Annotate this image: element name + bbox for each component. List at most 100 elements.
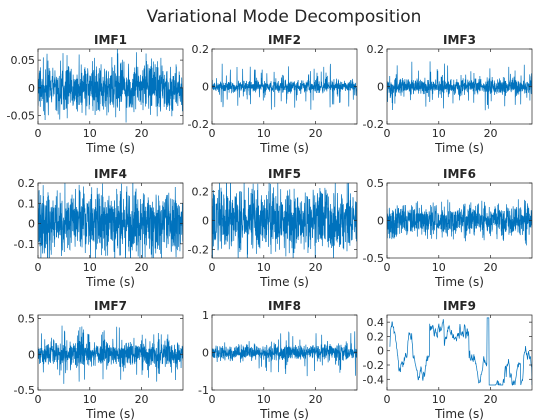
x-tick-label: 20 <box>135 261 149 274</box>
x-tick-label: 0 <box>35 261 42 274</box>
x-tick-label: 10 <box>257 127 271 140</box>
y-tick-label: 0.2 <box>192 43 210 56</box>
x-tick-label: 20 <box>309 127 323 140</box>
subplot-title: IMF7 <box>94 299 127 313</box>
series-line <box>38 325 183 384</box>
y-tick-label: 0.2 <box>192 186 210 199</box>
subplot-title: IMF3 <box>443 33 476 47</box>
x-axis-label: Time (s) <box>434 275 484 289</box>
x-tick-label: 20 <box>484 127 498 140</box>
x-tick-label: 10 <box>432 393 446 406</box>
x-axis-label: Time (s) <box>434 141 484 155</box>
x-axis-label: Time (s) <box>259 141 309 155</box>
subplot-title: IMF1 <box>94 33 127 47</box>
x-tick-label: 20 <box>309 393 323 406</box>
x-tick-label: 0 <box>384 127 391 140</box>
y-tick-label: 0.2 <box>367 43 385 56</box>
y-tick-label: -0.05 <box>7 110 35 123</box>
x-axis-label: Time (s) <box>434 407 484 420</box>
y-tick-label: 0 <box>28 82 35 95</box>
y-tick-label: -0.2 <box>363 118 384 131</box>
x-tick-label: 0 <box>209 393 216 406</box>
x-tick-label: 20 <box>309 261 323 274</box>
x-tick-label: 20 <box>484 261 498 274</box>
x-tick-label: 0 <box>384 393 391 406</box>
x-axis-label: Time (s) <box>85 141 135 155</box>
series-line <box>38 183 183 258</box>
x-tick-label: 10 <box>432 261 446 274</box>
y-tick-label: -0.4 <box>363 373 384 386</box>
x-tick-label: 10 <box>83 127 97 140</box>
y-tick-label: 0 <box>377 345 384 358</box>
x-axis-label: Time (s) <box>85 275 135 289</box>
x-tick-label: 20 <box>484 393 498 406</box>
y-tick-label: 0 <box>377 215 384 228</box>
x-tick-label: 10 <box>257 261 271 274</box>
x-axis-label: Time (s) <box>259 407 309 420</box>
y-tick-label: 0 <box>202 81 209 94</box>
x-tick-label: 0 <box>35 393 42 406</box>
y-tick-label: -0.1 <box>14 238 35 251</box>
series-line <box>212 63 357 110</box>
x-tick-label: 0 <box>384 261 391 274</box>
axes-box <box>37 314 184 391</box>
x-tick-label: 10 <box>257 393 271 406</box>
y-tick-label: 0 <box>202 215 209 228</box>
subplot-title: IMF5 <box>268 167 301 181</box>
y-tick-label: 0.5 <box>18 313 36 326</box>
x-tick-label: 20 <box>135 127 149 140</box>
axes-box <box>386 314 533 391</box>
x-tick-label: 0 <box>209 261 216 274</box>
series-line <box>387 61 532 111</box>
subplot-title: IMF6 <box>443 167 476 181</box>
y-tick-label: 0 <box>28 218 35 231</box>
figure-suptitle: Variational Mode Decomposition <box>147 7 422 27</box>
x-tick-label: 10 <box>83 261 97 274</box>
subplot-title: IMF2 <box>268 33 301 47</box>
x-tick-label: 10 <box>432 127 446 140</box>
y-tick-label: 0.1 <box>18 197 36 210</box>
series-line <box>212 183 357 258</box>
axes-box <box>37 48 184 125</box>
x-tick-label: 0 <box>35 127 42 140</box>
y-tick-label: 0.2 <box>367 330 385 343</box>
axes-box <box>37 182 184 259</box>
subplot-title: IMF8 <box>268 299 301 313</box>
series-line <box>38 49 183 123</box>
y-tick-label: 0.5 <box>367 177 385 190</box>
y-tick-label: -0.5 <box>363 252 384 265</box>
y-tick-label: 0.4 <box>367 316 385 329</box>
y-tick-label: -0.2 <box>363 359 384 372</box>
subplot-title: IMF9 <box>443 299 476 313</box>
y-tick-label: -0.5 <box>14 384 35 397</box>
series-line <box>212 331 357 377</box>
subplot-title: IMF4 <box>94 167 127 181</box>
y-tick-label: 0 <box>202 347 209 360</box>
x-tick-label: 10 <box>83 393 97 406</box>
y-tick-label: -0.2 <box>188 118 209 131</box>
x-axis-label: Time (s) <box>85 407 135 420</box>
series-line <box>389 317 532 386</box>
y-tick-label: 1 <box>202 309 209 322</box>
y-tick-label: 0.05 <box>11 54 36 67</box>
y-tick-label: 0 <box>28 348 35 361</box>
y-tick-label: -1 <box>198 384 209 397</box>
y-tick-label: 0 <box>377 81 384 94</box>
x-axis-label: Time (s) <box>259 275 309 289</box>
x-tick-label: 0 <box>209 127 216 140</box>
series-line <box>387 199 532 246</box>
x-tick-label: 20 <box>135 393 149 406</box>
y-tick-label: -0.2 <box>188 243 209 256</box>
y-tick-label: 0.2 <box>18 177 36 190</box>
